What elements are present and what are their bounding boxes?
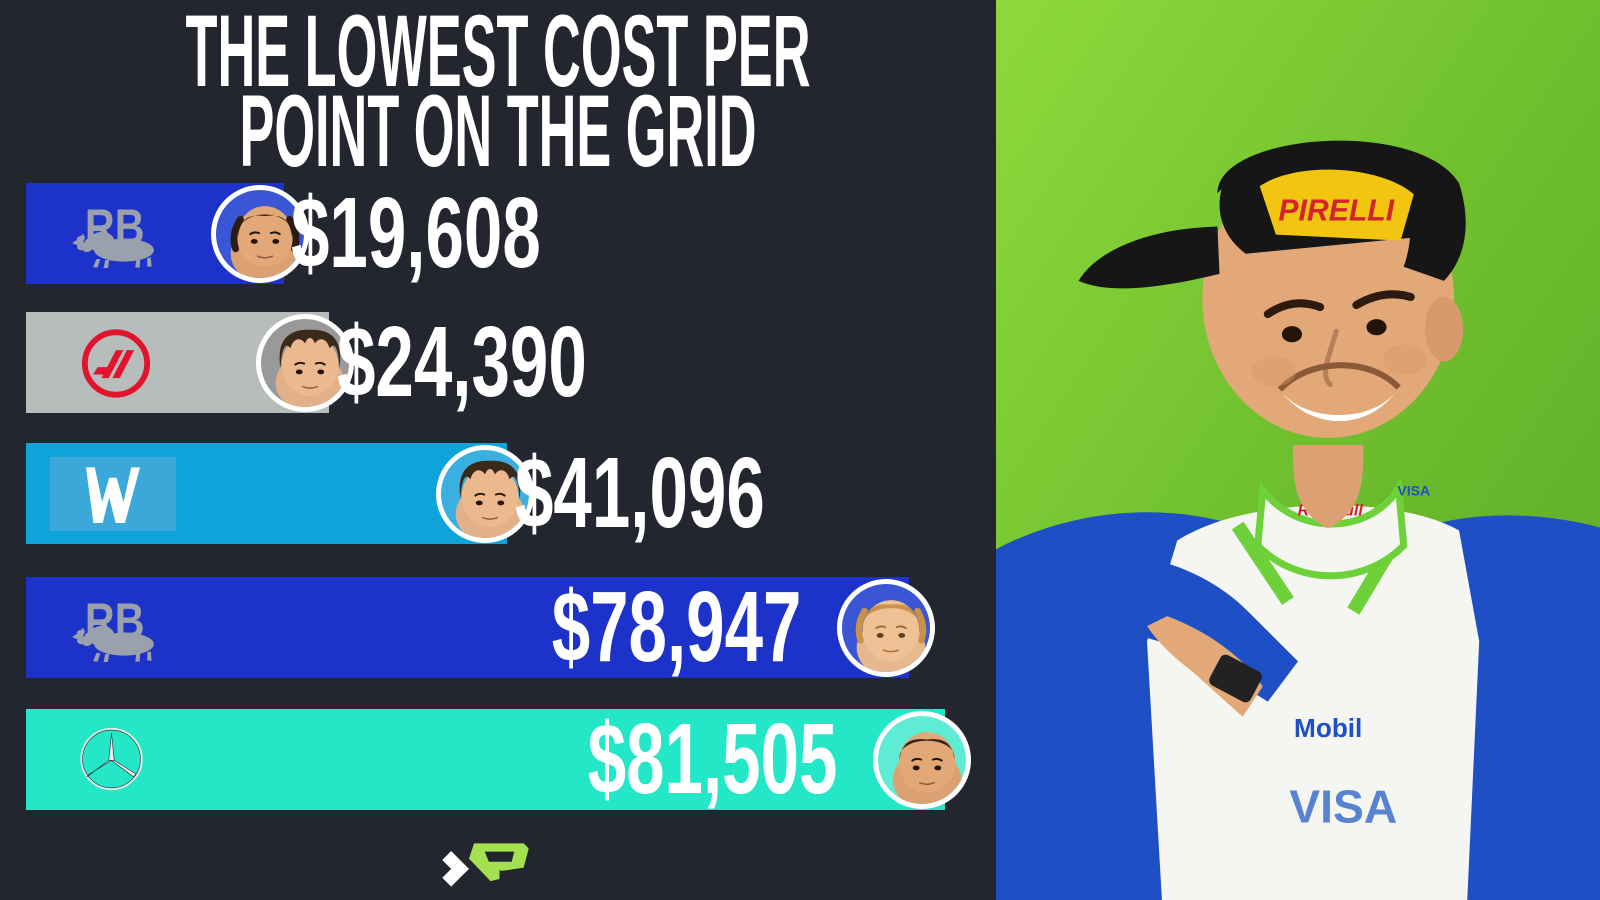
svg-text:VISA: VISA	[1289, 780, 1397, 832]
svg-text:Mobil: Mobil	[1294, 713, 1362, 743]
svg-text:VISA: VISA	[1397, 482, 1430, 498]
svg-text:PIRELLI: PIRELLI	[1278, 194, 1394, 227]
svg-text:POINT ON THE GRID: POINT ON THE GRID	[240, 74, 757, 180]
